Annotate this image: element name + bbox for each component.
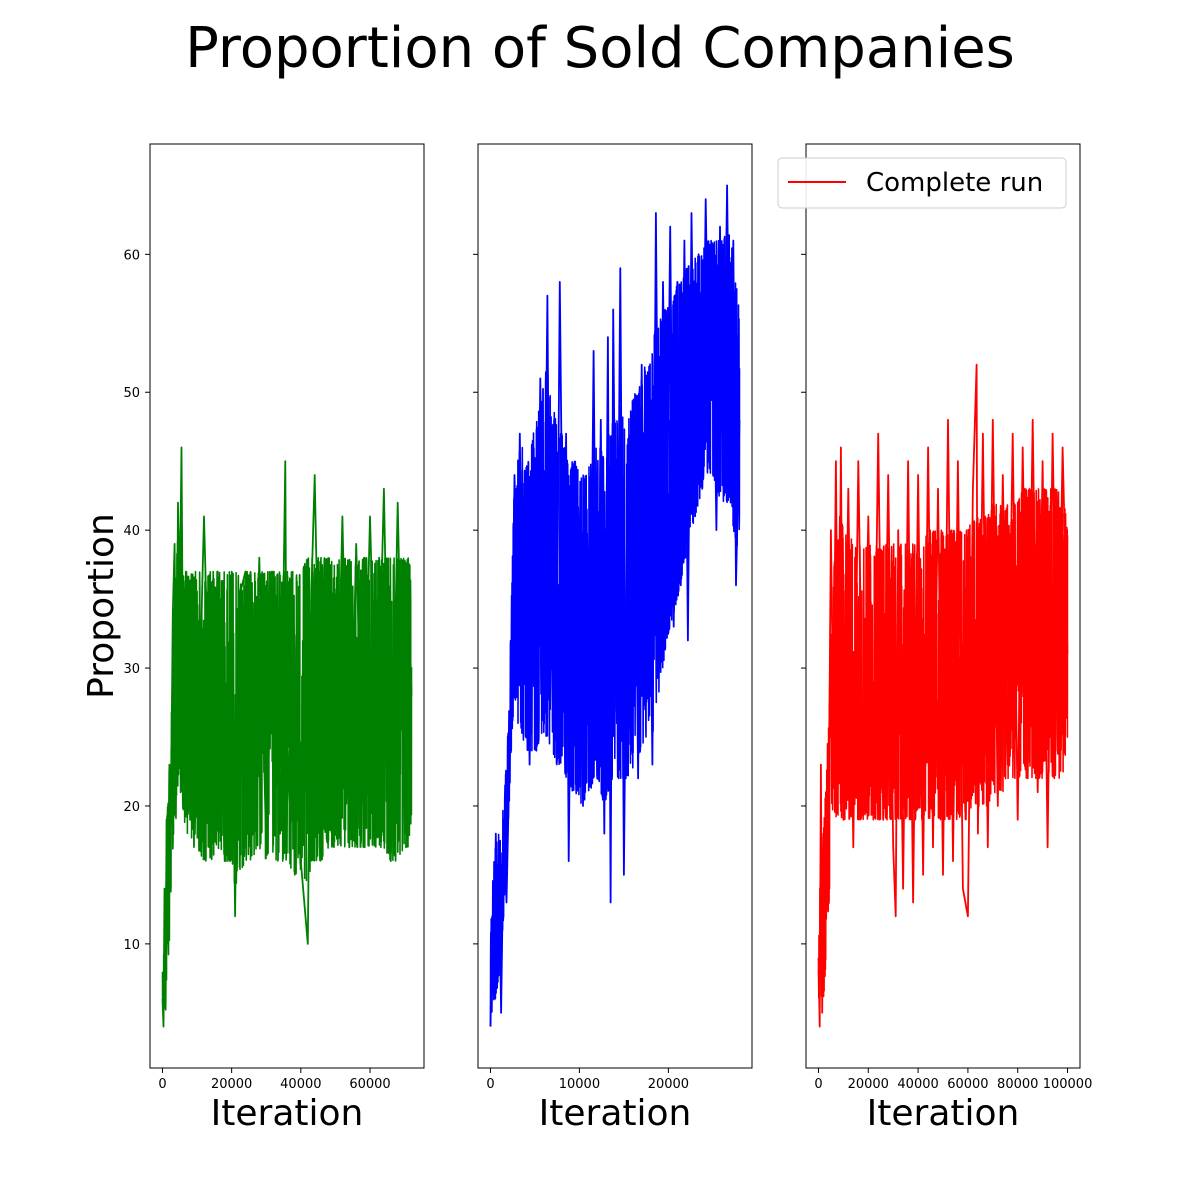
x-tick-label: 60000	[947, 1077, 988, 1092]
y-tick-label: 40	[123, 524, 140, 539]
y-axis-label: Proportion	[81, 513, 122, 699]
y-tick-label: 50	[123, 386, 140, 401]
y-tick-label: 20	[123, 800, 140, 815]
x-tick-label: 0	[158, 1077, 166, 1092]
x-tick-label: 0	[486, 1077, 494, 1092]
x-tick-label: 40000	[897, 1077, 938, 1092]
x-axis-label: Iteration	[539, 1093, 692, 1134]
y-tick-label: 60	[123, 248, 140, 263]
x-tick-label: 20000	[848, 1077, 889, 1092]
x-tick-label: 80000	[997, 1077, 1038, 1092]
y-tick-label: 10	[123, 938, 140, 953]
y-tick-label: 30	[123, 662, 140, 677]
x-tick-label: 10000	[559, 1077, 600, 1092]
x-tick-label: 20000	[211, 1077, 252, 1092]
figure-title: Proportion of Sold Companies	[185, 16, 1015, 81]
legend: Complete run	[778, 158, 1066, 208]
x-tick-label: 100000	[1043, 1077, 1093, 1092]
x-tick-label: 20000	[648, 1077, 689, 1092]
x-tick-label: 0	[814, 1077, 822, 1092]
x-tick-label: 40000	[280, 1077, 321, 1092]
legend-label: Complete run	[866, 168, 1043, 198]
x-axis-label: Iteration	[211, 1093, 364, 1134]
x-axis-label: Iteration	[867, 1093, 1020, 1134]
subplot-3: 0 20000 40000 60000 80000 100000 Iteration Comp…	[778, 144, 1092, 1134]
x-tick-label: 60000	[349, 1077, 390, 1092]
